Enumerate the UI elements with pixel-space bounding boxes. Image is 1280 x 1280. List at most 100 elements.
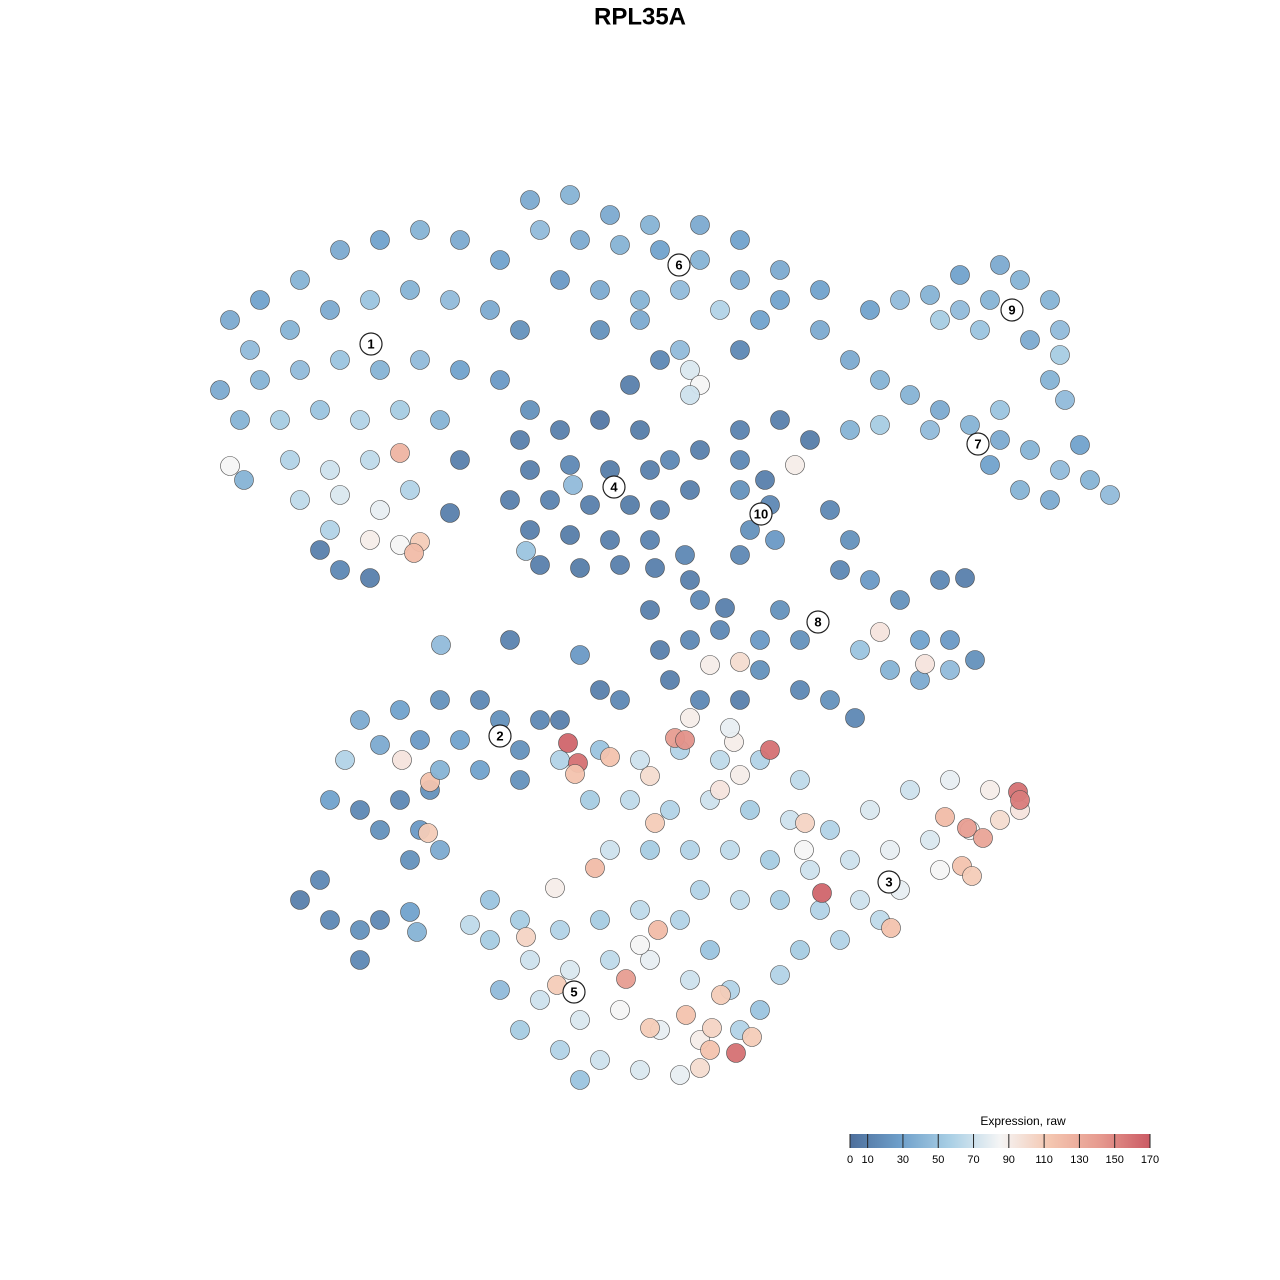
point — [500, 630, 520, 650]
point — [450, 730, 470, 750]
point — [570, 1010, 590, 1030]
point — [726, 1043, 746, 1063]
point — [790, 770, 810, 790]
point — [640, 530, 660, 550]
point — [1050, 460, 1070, 480]
point — [750, 1000, 770, 1020]
colorbar: Expression, raw 0 10 30 50 70 90 110 130 150 170 — [847, 1114, 1159, 1166]
point — [830, 560, 850, 580]
point — [370, 735, 390, 755]
point — [675, 730, 695, 750]
point — [1020, 330, 1040, 350]
point — [730, 480, 750, 500]
point — [234, 470, 254, 490]
point — [370, 360, 390, 380]
point — [810, 900, 830, 920]
point — [890, 290, 910, 310]
point — [563, 475, 583, 495]
point — [980, 455, 1000, 475]
point — [960, 415, 980, 435]
point — [540, 490, 560, 510]
point — [640, 215, 660, 235]
point — [860, 300, 880, 320]
point — [220, 456, 240, 476]
point — [1010, 790, 1030, 810]
point — [590, 410, 610, 430]
point — [1050, 345, 1070, 365]
point — [730, 765, 750, 785]
point — [320, 300, 340, 320]
point — [770, 890, 790, 910]
point — [670, 340, 690, 360]
point — [320, 520, 340, 540]
point — [840, 850, 860, 870]
point — [730, 340, 750, 360]
point — [630, 290, 650, 310]
point — [676, 1005, 696, 1025]
point — [590, 680, 610, 700]
colorbar-tick-label: 150 — [1106, 1154, 1124, 1166]
point — [1070, 435, 1090, 455]
point — [290, 270, 310, 290]
point — [1040, 370, 1060, 390]
point — [480, 930, 500, 950]
point — [670, 1065, 690, 1085]
point — [850, 890, 870, 910]
point — [570, 1070, 590, 1090]
point — [550, 750, 570, 770]
point — [640, 766, 660, 786]
point — [407, 922, 427, 942]
point — [850, 640, 870, 660]
point — [510, 770, 530, 790]
point — [580, 790, 600, 810]
point — [210, 380, 230, 400]
point — [720, 840, 740, 860]
point — [648, 920, 668, 940]
point — [680, 570, 700, 590]
point — [450, 450, 470, 470]
point — [480, 300, 500, 320]
point — [610, 690, 630, 710]
point — [570, 230, 590, 250]
point — [550, 1040, 570, 1060]
point — [810, 280, 830, 300]
point — [935, 807, 955, 827]
point — [750, 310, 770, 330]
point — [630, 935, 650, 955]
point — [700, 1040, 720, 1060]
point — [940, 630, 960, 650]
point — [660, 800, 680, 820]
point — [920, 285, 940, 305]
point — [330, 350, 350, 370]
point — [690, 215, 710, 235]
point — [600, 840, 620, 860]
point — [558, 733, 578, 753]
point — [790, 680, 810, 700]
point — [550, 710, 570, 730]
point — [750, 660, 770, 680]
point — [990, 430, 1010, 450]
point — [600, 747, 620, 767]
point — [565, 764, 585, 784]
cluster-label: 2 — [496, 728, 503, 743]
point — [650, 350, 670, 370]
point — [320, 790, 340, 810]
colorbar-tick-label: 0 — [847, 1154, 853, 1166]
cluster-label-bg — [749, 502, 773, 526]
point — [350, 800, 370, 820]
point — [980, 780, 1000, 800]
point — [400, 280, 420, 300]
point — [550, 420, 570, 440]
point — [740, 800, 760, 820]
point — [1020, 440, 1040, 460]
point — [360, 530, 380, 550]
point — [400, 902, 420, 922]
point — [580, 495, 600, 515]
point — [770, 260, 790, 280]
point — [755, 470, 775, 490]
point — [410, 220, 430, 240]
point — [670, 910, 690, 930]
cluster-label-bg — [359, 332, 383, 356]
point — [600, 530, 620, 550]
point — [550, 270, 570, 290]
